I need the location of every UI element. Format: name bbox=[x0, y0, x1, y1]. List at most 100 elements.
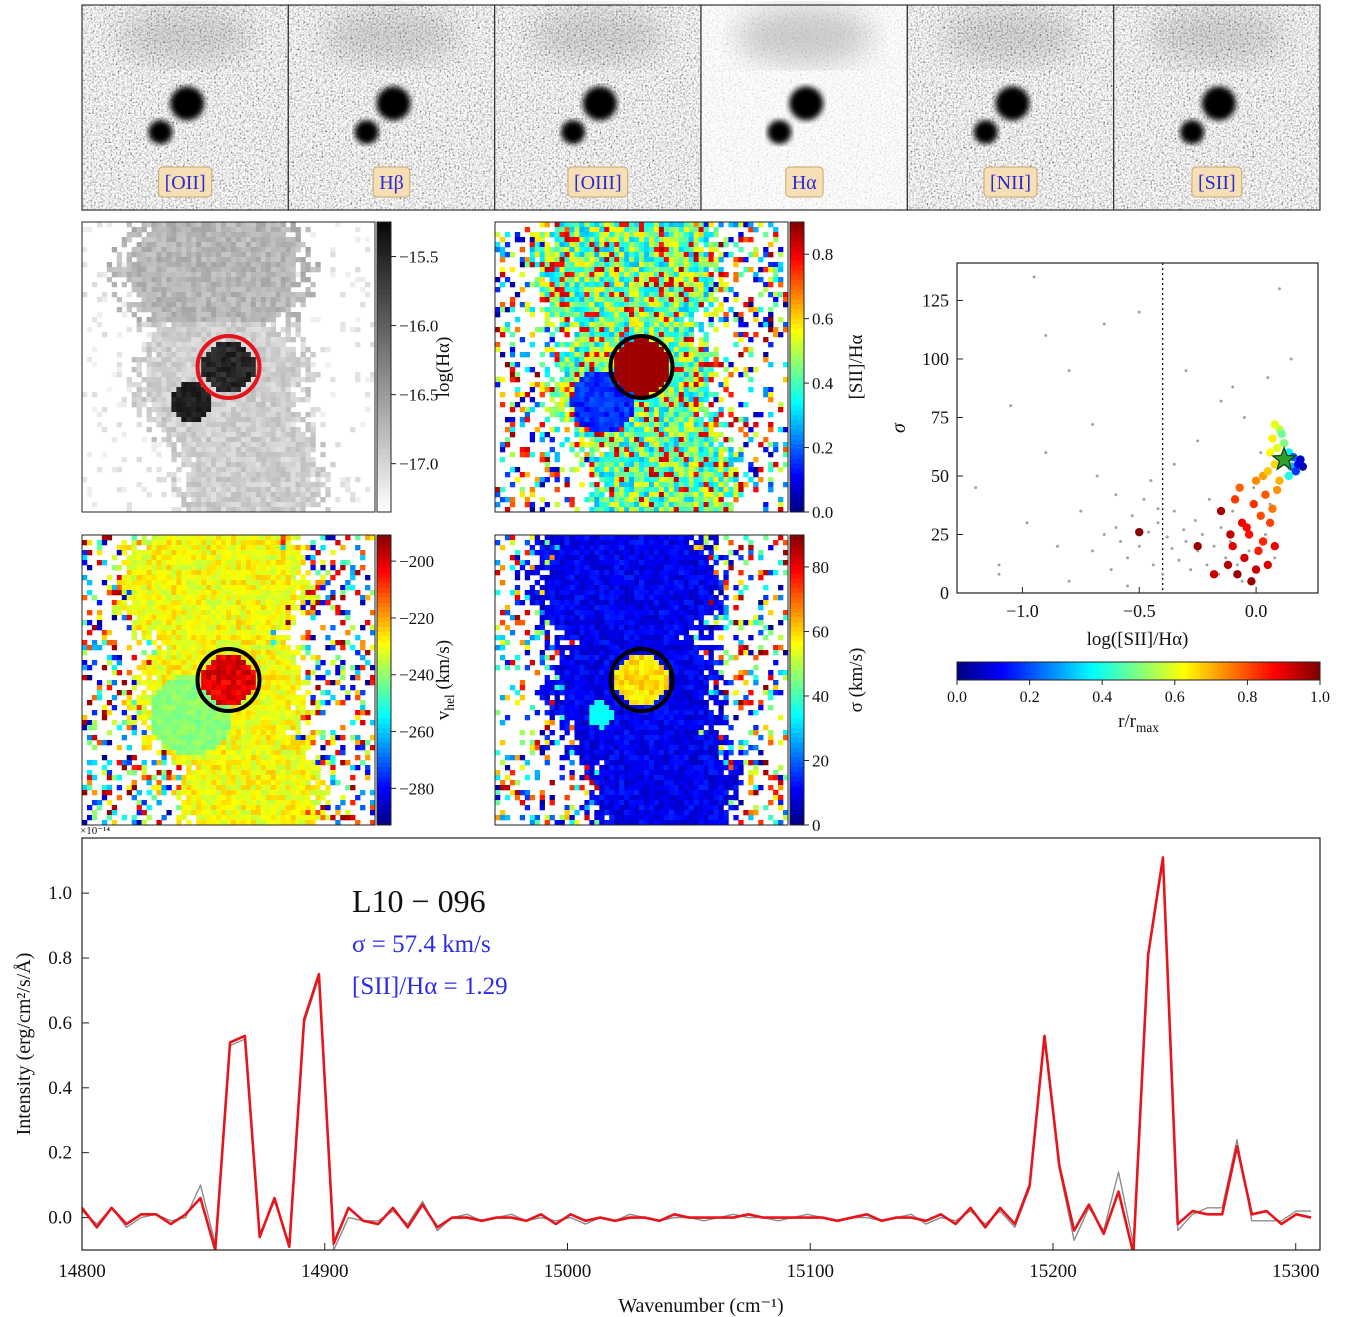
map-pixel bbox=[370, 535, 376, 541]
map-pixel bbox=[658, 422, 665, 428]
map-pixel bbox=[698, 422, 704, 428]
map-pixel bbox=[196, 590, 202, 596]
map-pixel bbox=[156, 332, 162, 338]
map-pixel bbox=[703, 352, 709, 358]
map-pixel bbox=[121, 575, 127, 581]
map-pixel bbox=[305, 487, 311, 493]
map-pixel bbox=[559, 287, 565, 293]
map-pixel bbox=[255, 307, 262, 313]
map-pixel bbox=[683, 337, 689, 343]
diffuse-emission bbox=[736, 7, 873, 65]
map-pixel bbox=[579, 242, 585, 248]
map-pixel bbox=[698, 267, 704, 273]
map-pixel bbox=[211, 237, 217, 243]
map-pixel bbox=[176, 357, 182, 363]
map-pixel bbox=[151, 312, 157, 318]
map-pixel bbox=[658, 327, 665, 333]
map-pixel bbox=[171, 277, 177, 283]
map-pixel bbox=[524, 307, 531, 313]
map-pixel bbox=[146, 412, 152, 418]
map-pixel bbox=[330, 560, 336, 566]
map-pixel bbox=[703, 467, 709, 473]
colorbar-slice bbox=[377, 478, 391, 484]
map-pixel bbox=[539, 352, 545, 358]
map-pixel bbox=[280, 292, 286, 298]
map-pixel bbox=[708, 457, 714, 463]
map-pixel bbox=[141, 402, 147, 408]
map-pixel bbox=[196, 257, 202, 263]
map-pixel bbox=[216, 397, 222, 403]
map-pixel bbox=[275, 227, 281, 233]
map-pixel bbox=[629, 287, 635, 293]
map-pixel bbox=[206, 447, 212, 453]
map-pixel bbox=[186, 492, 192, 498]
map-pixel bbox=[708, 492, 714, 498]
map-pixel bbox=[221, 347, 227, 353]
map-pixel bbox=[275, 342, 281, 348]
map-pixel bbox=[171, 442, 177, 448]
map-pixel bbox=[106, 262, 113, 268]
map-pixel bbox=[539, 282, 545, 288]
map-pixel bbox=[574, 342, 580, 348]
map-pixel bbox=[589, 317, 595, 323]
map-pixel bbox=[186, 482, 192, 488]
map-pixel bbox=[604, 312, 610, 318]
map-pixel bbox=[658, 382, 665, 388]
map-pixel bbox=[161, 342, 167, 348]
map-pixel bbox=[594, 397, 600, 403]
map-pixel bbox=[320, 580, 326, 586]
map-pixel bbox=[260, 307, 267, 313]
colorbar-slice bbox=[377, 338, 391, 344]
map-pixel bbox=[698, 452, 704, 458]
map-pixel bbox=[758, 467, 764, 473]
map-pixel bbox=[166, 442, 172, 448]
map-pixel bbox=[82, 540, 88, 546]
map-pixel bbox=[255, 457, 262, 463]
map-pixel bbox=[156, 477, 162, 483]
map-pixel bbox=[658, 452, 665, 458]
map-pixel bbox=[599, 497, 605, 503]
map-pixel bbox=[270, 287, 276, 293]
map-pixel bbox=[245, 535, 252, 541]
map-pixel bbox=[240, 232, 247, 238]
map-pixel bbox=[648, 452, 655, 458]
map-pixel bbox=[589, 437, 595, 443]
map-pixel bbox=[723, 242, 729, 248]
map-pixel bbox=[230, 457, 237, 463]
map-pixel bbox=[564, 342, 570, 348]
map-pixel bbox=[250, 277, 257, 283]
map-pixel bbox=[290, 397, 296, 403]
map-pixel bbox=[131, 555, 137, 561]
colorbar-slice bbox=[377, 420, 391, 426]
map-pixel bbox=[206, 347, 212, 353]
map-pixel bbox=[161, 292, 167, 298]
map-pixel bbox=[166, 392, 172, 398]
map-pixel bbox=[579, 432, 585, 438]
map-pixel bbox=[151, 407, 157, 413]
map-pixel bbox=[609, 477, 615, 483]
map-pixel bbox=[265, 427, 272, 433]
map-pixel bbox=[564, 242, 570, 248]
map-pixel bbox=[171, 590, 177, 596]
map-pixel bbox=[136, 277, 142, 283]
map-pixel bbox=[634, 442, 640, 448]
map-pixel bbox=[663, 372, 670, 378]
map-pixel bbox=[629, 497, 635, 503]
map-pixel bbox=[678, 297, 685, 303]
map-pixel bbox=[211, 357, 217, 363]
map-pixel bbox=[275, 337, 281, 343]
map-pixel bbox=[300, 502, 306, 508]
map-pixel bbox=[768, 362, 774, 368]
map-pixel bbox=[554, 287, 560, 293]
map-pixel bbox=[624, 482, 630, 488]
map-pixel bbox=[290, 382, 296, 388]
map-pixel bbox=[181, 382, 187, 388]
map-pixel bbox=[609, 302, 615, 308]
map-pixel bbox=[245, 507, 252, 513]
map-pixel bbox=[549, 337, 555, 343]
map-pixel bbox=[619, 282, 625, 288]
map-pixel bbox=[275, 497, 281, 503]
map-pixel bbox=[703, 427, 709, 433]
map-pixel bbox=[609, 402, 615, 408]
map-pixel bbox=[245, 377, 252, 383]
